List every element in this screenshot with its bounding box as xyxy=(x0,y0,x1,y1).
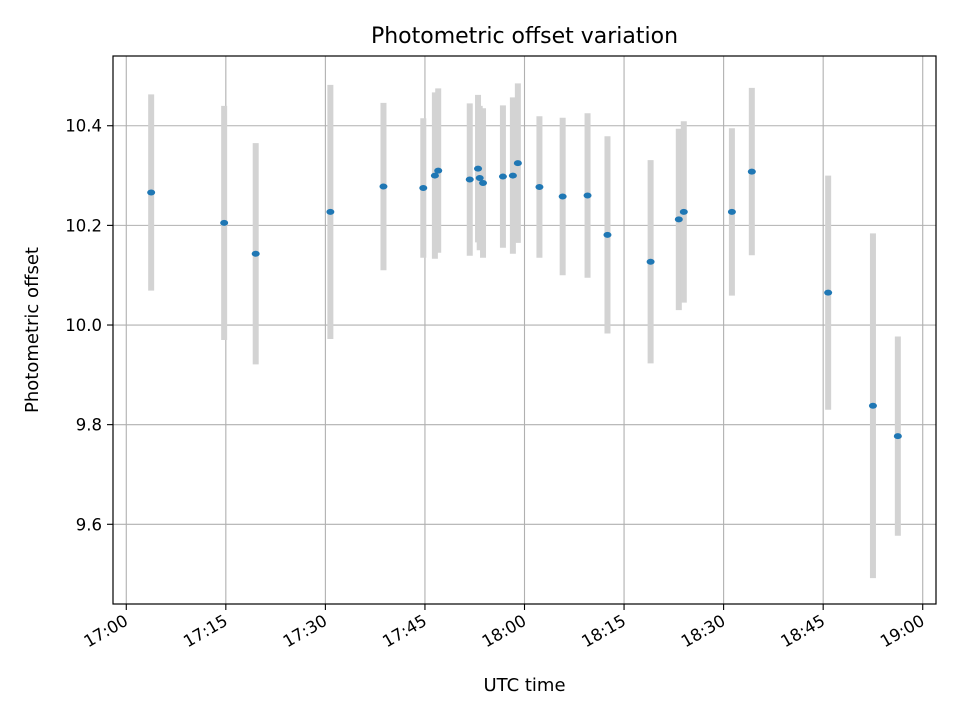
data-points xyxy=(147,160,902,440)
data-point xyxy=(646,258,655,265)
data-point xyxy=(868,402,877,409)
data-point xyxy=(674,216,683,223)
data-point xyxy=(747,168,756,175)
x-tick-label: 17:15 xyxy=(180,611,231,651)
data-point xyxy=(679,208,688,215)
data-point xyxy=(430,172,439,179)
data-point xyxy=(824,289,833,296)
data-point xyxy=(251,250,260,257)
data-point xyxy=(379,183,388,190)
y-axis-ticks: 9.6 9.8 10.0 10.2 10.4 xyxy=(65,117,113,534)
x-tick-label: 17:45 xyxy=(379,611,430,651)
data-point xyxy=(535,184,544,191)
data-point xyxy=(508,172,517,179)
y-axis-label: Photometric offset xyxy=(22,247,43,413)
data-point xyxy=(474,165,483,172)
data-point xyxy=(434,167,443,174)
data-point xyxy=(603,231,612,238)
x-tick-label: 18:15 xyxy=(578,611,629,651)
data-point xyxy=(479,180,488,187)
x-tick-label: 18:45 xyxy=(777,611,828,651)
data-point xyxy=(220,219,229,226)
data-point xyxy=(513,160,522,167)
chart-title: Photometric offset variation xyxy=(371,24,678,49)
y-tick-label: 10.4 xyxy=(65,117,102,136)
x-tick-label: 17:30 xyxy=(280,611,331,651)
x-tick-label: 18:00 xyxy=(479,611,530,651)
grid xyxy=(113,56,936,604)
data-point xyxy=(583,192,592,199)
data-point xyxy=(893,433,902,440)
x-tick-label: 19:00 xyxy=(877,611,928,651)
data-point xyxy=(498,173,507,180)
data-point xyxy=(727,208,736,215)
x-axis-label: UTC time xyxy=(483,675,565,696)
x-tick-label: 17:00 xyxy=(81,611,132,651)
y-tick-label: 9.8 xyxy=(76,416,102,435)
data-point xyxy=(147,189,156,196)
x-axis-ticks: 17:00 17:15 17:30 17:45 18:00 18:15 18:30 18:45… xyxy=(81,604,928,651)
y-tick-label: 10.2 xyxy=(65,216,102,235)
data-point xyxy=(558,193,567,200)
data-point xyxy=(419,185,428,192)
x-tick-label: 18:30 xyxy=(678,611,729,651)
data-point xyxy=(465,176,474,183)
data-point xyxy=(326,208,335,215)
y-tick-label: 10.0 xyxy=(65,316,102,335)
data-point xyxy=(475,175,484,182)
y-tick-label: 9.6 xyxy=(76,515,102,534)
